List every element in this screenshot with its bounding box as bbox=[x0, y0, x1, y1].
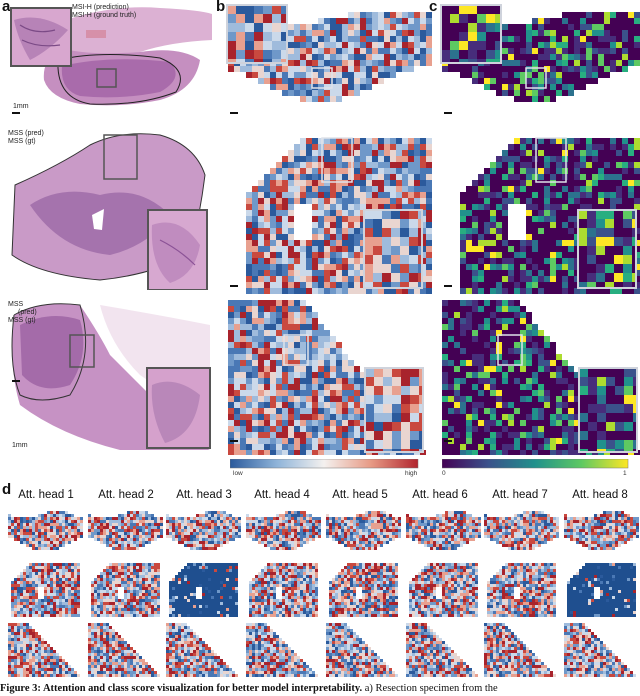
head-label-4: Att. head 4 bbox=[254, 489, 310, 501]
class-score-map-column bbox=[440, 4, 640, 455]
colorbar-attention-low: low bbox=[233, 470, 243, 477]
colorbar-attention bbox=[230, 459, 419, 469]
caption-bold: Figure 3: Attention and class score visu… bbox=[0, 683, 363, 694]
colorbar-attention-high: high bbox=[405, 470, 418, 477]
panel-letter-a: a bbox=[2, 0, 11, 15]
he-slide-row3 bbox=[11, 303, 211, 450]
he-slide-row1 bbox=[10, 7, 212, 114]
mss-pred-label-row3b: (pred) bbox=[18, 309, 37, 316]
attention-heads-grid bbox=[8, 511, 639, 677]
mss-pred-label-row2: MSS (pred) bbox=[8, 130, 44, 137]
figure-caption: Figure 3: Attention and class score visu… bbox=[0, 683, 640, 696]
colorbar-score-min: 0 bbox=[442, 470, 446, 477]
mss-pred-label-row3a: MSS bbox=[8, 301, 24, 308]
head-label-3: Att. head 3 bbox=[176, 489, 232, 501]
head-label-8: Att. head 8 bbox=[572, 489, 628, 501]
head-label-1: Att. head 1 bbox=[18, 489, 74, 501]
mss-gt-label-row2: MSS (gt) bbox=[8, 138, 36, 145]
panel-letter-c: c bbox=[429, 0, 438, 15]
head-label-2: Att. head 2 bbox=[98, 489, 154, 501]
msi-gt-label: MSI-H (ground truth) bbox=[72, 12, 137, 19]
caption-rest: a) Resection specimen from the bbox=[362, 683, 498, 694]
head-label-5: Att. head 5 bbox=[332, 489, 388, 501]
scale-bar-label-row1: 1mm bbox=[13, 103, 29, 110]
he-slide-row2 bbox=[11, 133, 208, 290]
panel-letter-d: d bbox=[2, 481, 12, 498]
panel-letter-b: b bbox=[216, 0, 226, 15]
head-label-6: Att. head 6 bbox=[412, 489, 468, 501]
msi-pred-label: MSI-H (prediction) bbox=[72, 4, 129, 11]
scale-bar-label-row3: 1mm bbox=[12, 442, 28, 449]
colorbar-score bbox=[442, 459, 629, 469]
attention-map-column bbox=[226, 4, 432, 455]
head-label-7: Att. head 7 bbox=[492, 489, 548, 501]
mss-gt-label-row3: MSS (gt) bbox=[8, 317, 36, 324]
colorbar-score-max: 1 bbox=[623, 470, 627, 477]
